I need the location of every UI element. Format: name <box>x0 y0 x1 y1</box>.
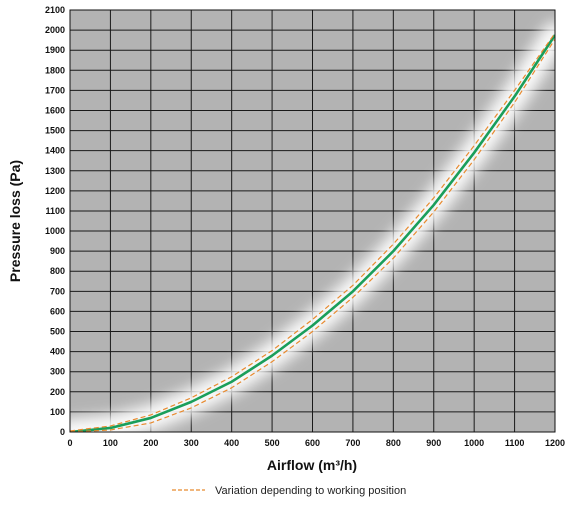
plot-frame <box>69 9 556 433</box>
x-tick-label-0: 0 <box>67 438 72 448</box>
x-tick-label-900: 900 <box>426 438 441 448</box>
y-tick-label-1300: 1300 <box>45 166 65 176</box>
y-tick-label-700: 700 <box>50 286 65 296</box>
y-tick-label-1500: 1500 <box>45 126 65 136</box>
y-tick-label-1600: 1600 <box>45 105 65 115</box>
series-layer <box>70 22 555 432</box>
x-tick-label-600: 600 <box>305 438 320 448</box>
x-tick-label-100: 100 <box>103 438 118 448</box>
x-tick-label-200: 200 <box>143 438 158 448</box>
y-tick-label-2000: 2000 <box>45 25 65 35</box>
series-line-variation-2 <box>70 38 555 432</box>
y-tick-label-600: 600 <box>50 306 65 316</box>
series-line-pressure-loss <box>70 34 555 432</box>
y-tick-label-1900: 1900 <box>45 45 65 55</box>
y-tick-label-800: 800 <box>50 266 65 276</box>
x-tick-label-300: 300 <box>184 438 199 448</box>
y-tick-label-200: 200 <box>50 387 65 397</box>
y-axis-ticks: 0 100 200 300 400 500 600 700 800 900 1000 1100 1200… <box>45 5 65 437</box>
y-axis-title: Pressure loss (Pa) <box>7 160 23 282</box>
legend-label-variation: Variation depending to working position <box>215 485 406 497</box>
series-line-variation-1 <box>70 32 555 432</box>
y-tick-label-300: 300 <box>50 367 65 377</box>
x-axis-ticks: 0 100 200 300 400 500 600 700 800 900 1000 1100 1200 <box>67 438 565 448</box>
y-tick-label-1100: 1100 <box>45 206 65 216</box>
legend: Variation depending to working position <box>172 485 406 497</box>
x-tick-label-700: 700 <box>345 438 360 448</box>
y-tick-label-1200: 1200 <box>45 186 65 196</box>
x-axis-title: Airflow (m³/h) <box>267 457 357 473</box>
y-tick-label-100: 100 <box>50 407 65 417</box>
x-tick-label-800: 800 <box>386 438 401 448</box>
y-tick-label-1400: 1400 <box>45 146 65 156</box>
y-tick-label-500: 500 <box>50 327 65 337</box>
y-tick-label-2100: 2100 <box>45 5 65 15</box>
y-tick-label-1700: 1700 <box>45 85 65 95</box>
x-tick-label-1000: 1000 <box>464 438 484 448</box>
x-tick-label-1200: 1200 <box>545 438 565 448</box>
y-tick-label-0: 0 <box>60 427 65 437</box>
x-tick-label-500: 500 <box>265 438 280 448</box>
x-tick-label-400: 400 <box>224 438 239 448</box>
y-tick-label-900: 900 <box>50 246 65 256</box>
y-tick-label-1000: 1000 <box>45 226 65 236</box>
y-tick-label-1800: 1800 <box>45 65 65 75</box>
x-tick-label-1100: 1100 <box>505 438 525 448</box>
y-tick-label-400: 400 <box>50 347 65 357</box>
